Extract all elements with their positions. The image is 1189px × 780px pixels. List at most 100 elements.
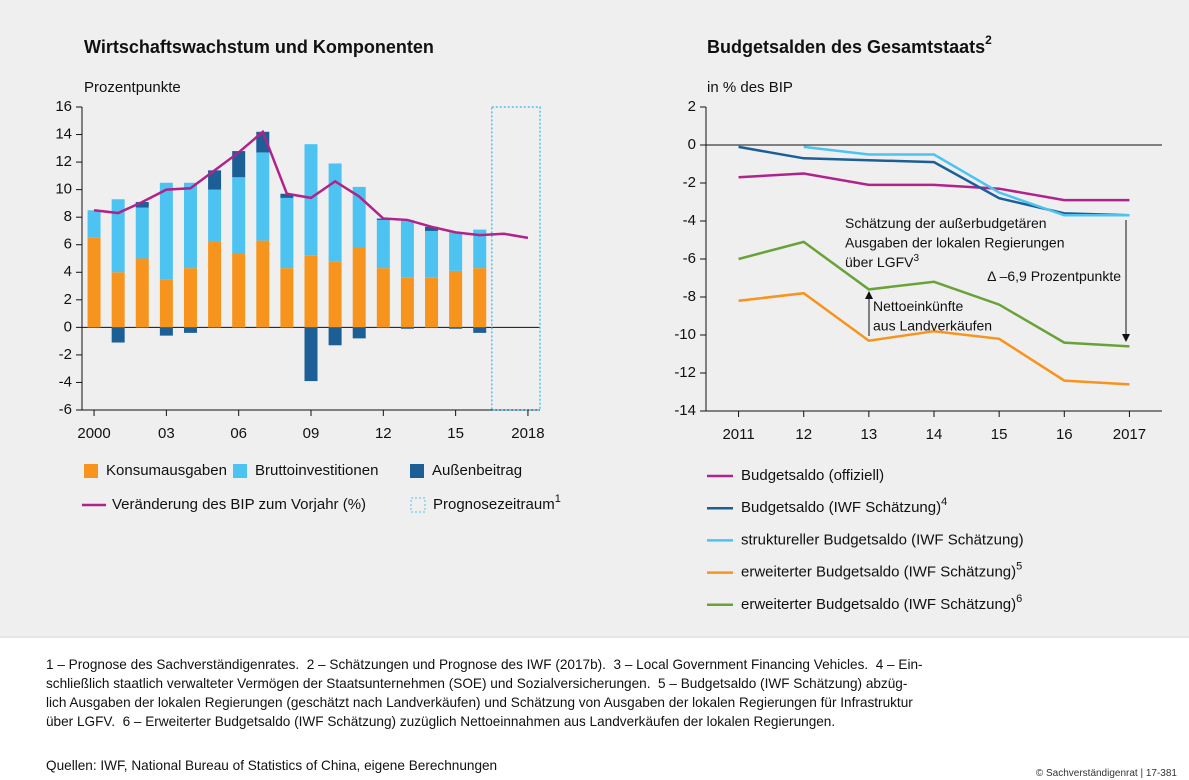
source: Quellen: IWF, National Bureau of Statist… [46, 758, 498, 773]
bar [159, 182, 173, 280]
annotation-text: aus Landverkäufen [873, 317, 992, 333]
bar [425, 277, 439, 328]
copyright: © Sachverständigenrat | 17-381 [1035, 768, 1177, 779]
y-tick-label: 2 [688, 98, 696, 115]
x-tick-label: 12 [795, 426, 812, 443]
bar [256, 240, 270, 328]
bar [232, 252, 246, 328]
bar [159, 279, 173, 328]
legend-note: 4 [941, 496, 947, 508]
legend-label: struktureller Budgetsaldo (IWF Schätzung… [741, 531, 1024, 548]
legend-text: erweiterter Budgetsaldo (IWF Schätzung) [741, 564, 1016, 581]
footnote-line: 1 – Prognose des Sachverständigenrates. … [46, 657, 923, 672]
bar [135, 202, 149, 208]
y-tick-label: 0 [688, 136, 696, 153]
bar [304, 327, 318, 382]
legend-label: erweiterter Budgetsaldo (IWF Schätzung)6 [741, 593, 1022, 613]
bar [449, 270, 463, 328]
chart-title: Wirtschaftswachstum und Komponenten [84, 37, 434, 57]
y-tick-label: -4 [59, 373, 72, 390]
bar [425, 230, 439, 278]
bar [449, 232, 463, 271]
y-tick-label: -8 [683, 288, 696, 305]
annotation-note: 3 [913, 253, 919, 264]
bar [473, 229, 487, 269]
bar [352, 327, 366, 339]
line [803, 145, 1130, 217]
annotation-text: Δ –6,9 Prozentpunkte [987, 268, 1121, 284]
y-tick-label: 2 [64, 291, 72, 308]
bar [280, 197, 294, 269]
bar [400, 327, 414, 329]
y-tick-label: 0 [64, 318, 72, 335]
bar [473, 327, 487, 333]
annotation-text: Ausgaben der lokalen Regierungen [845, 234, 1065, 250]
forecast-region [491, 106, 541, 411]
x-tick-label: 12 [375, 425, 392, 442]
legend-swatch [410, 464, 424, 478]
x-tick-label: 14 [926, 426, 943, 443]
legend-text: Budgetsaldo (IWF Schätzung) [741, 499, 941, 516]
bar [449, 327, 463, 329]
y-tick-label: -10 [674, 326, 696, 343]
legend-label: Budgetsaldo (IWF Schätzung)4 [741, 496, 947, 516]
bar [376, 268, 390, 328]
legend-label: Prognosezeitraum1 [433, 493, 561, 513]
x-tick-label: 16 [1056, 426, 1073, 443]
bar [111, 272, 125, 328]
bar [135, 207, 149, 259]
bar [232, 177, 246, 253]
bar [87, 237, 101, 328]
legend-label: Außenbeitrag [432, 462, 522, 479]
legend-text: Budgetsaldo (offiziell) [741, 467, 884, 484]
bar [304, 144, 318, 256]
legend-swatch [410, 497, 426, 513]
legend-label: Konsumausgaben [106, 462, 227, 479]
x-tick-label: 2017 [1113, 426, 1146, 443]
bar [328, 327, 342, 346]
bar [183, 182, 197, 269]
x-tick-label: 2000 [77, 425, 110, 442]
annotation-text: Nettoeinkünfte [873, 298, 963, 314]
y-tick-label: -12 [674, 364, 696, 381]
bar [208, 189, 222, 242]
bar [352, 186, 366, 248]
line [93, 129, 529, 240]
annotation: Schätzung der außerbudgetären [845, 215, 1047, 231]
bar [232, 151, 246, 178]
legend-text: erweiterter Budgetsaldo (IWF Schätzung) [741, 596, 1016, 613]
y-tick-label: 12 [55, 153, 72, 170]
legend-label: Veränderung des BIP zum Vorjahr (%) [112, 496, 366, 513]
y-axis-label: Prozentpunkte [84, 79, 181, 96]
bar [400, 277, 414, 328]
y-tick-label: 6 [64, 236, 72, 253]
x-tick-label: 03 [158, 425, 175, 442]
background [0, 0, 1189, 636]
legend-note: 6 [1016, 593, 1022, 605]
footnote-line: lich Ausgaben der lokalen Regierungen (g… [46, 695, 913, 710]
y-tick-label: -6 [683, 250, 696, 267]
y-tick-label: 14 [55, 126, 72, 143]
legend-note: 5 [1016, 561, 1022, 573]
bar [280, 268, 294, 328]
bar [208, 241, 222, 328]
annotation-text: Schätzung der außerbudgetären [845, 215, 1047, 231]
y-tick-label: -6 [59, 401, 72, 418]
y-tick-label: -14 [674, 402, 696, 419]
bar [159, 327, 173, 336]
annotation: über LGFV3 [845, 253, 919, 270]
bar [183, 327, 197, 333]
x-tick-label: 13 [861, 426, 878, 443]
x-tick-label: 2011 [722, 426, 754, 443]
bar [400, 219, 414, 278]
bar [87, 210, 101, 238]
bar [425, 226, 439, 231]
x-tick-label: 15 [447, 425, 464, 442]
legend-note: 1 [555, 493, 561, 505]
annotation: Nettoeinkünfte [873, 298, 963, 314]
title-text: Budgetsalden des Gesamtstaats [707, 37, 985, 57]
title-note: 2 [985, 33, 992, 47]
y-tick-label: 10 [55, 181, 72, 198]
bar [135, 258, 149, 328]
